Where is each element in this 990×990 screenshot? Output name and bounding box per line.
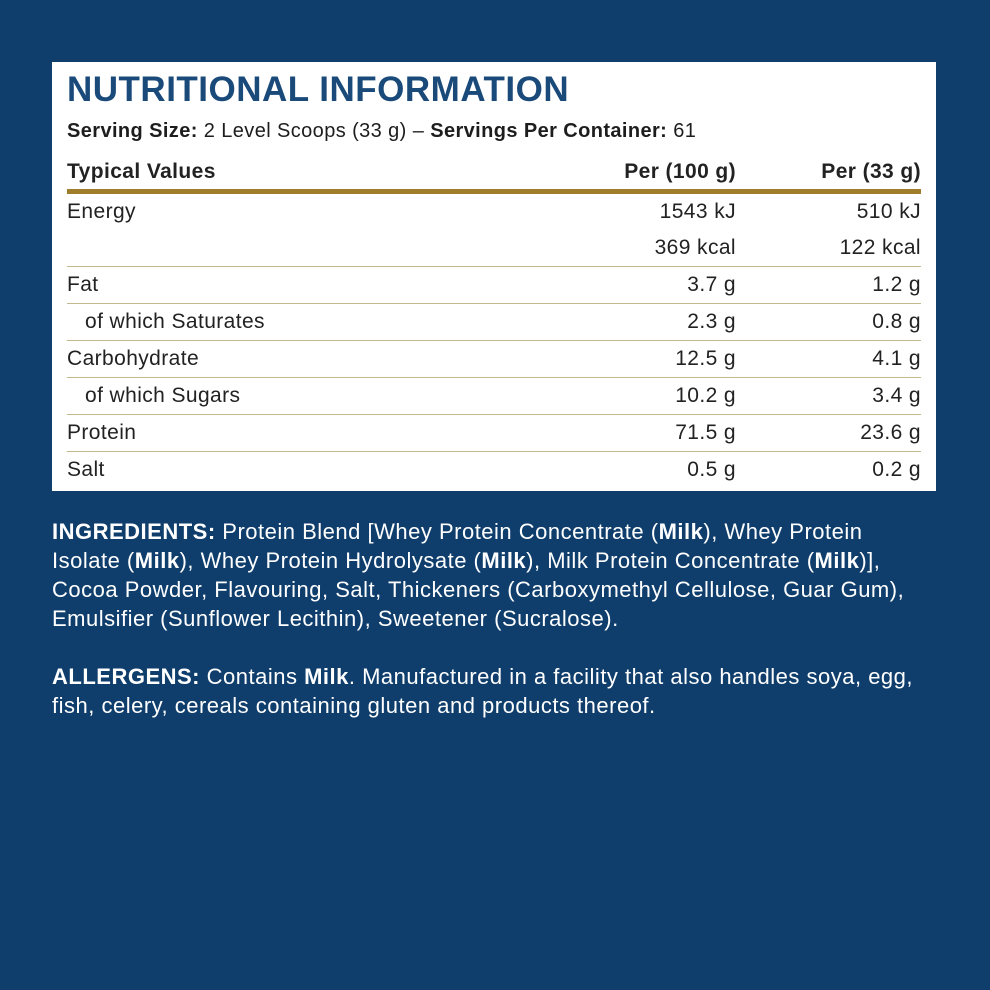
allergens: ALLERGENS: Contains Milk. Manufactured i… [52, 662, 937, 720]
value-cell: 0.8 g [736, 303, 921, 341]
value: 1.2 g [872, 273, 921, 296]
label-text: Fat [67, 273, 99, 296]
header-cell: Per (100 g) [566, 155, 736, 194]
value-cell: 12.5 g [566, 340, 736, 378]
row-label: Salt [67, 452, 566, 489]
table-row: Salt 0.5 g 0.2 g [67, 452, 921, 489]
servings: 61 [673, 120, 697, 142]
value-cell: 3.4 g [736, 377, 921, 415]
value-cell: 3.7 g [566, 266, 736, 304]
label-text: Energy [67, 200, 136, 223]
bold-text: Milk [304, 664, 349, 689]
ingredients: INGREDIENTS: Protein Blend [Whey Protein… [52, 517, 937, 633]
label-text: Protein [67, 421, 137, 444]
row-label: of which Sugars [67, 377, 566, 415]
table-row: Carbohydrate 12.5 g 4.1 g [67, 340, 921, 378]
value: 1543 kJ [659, 200, 736, 223]
bold-text: Milk [658, 519, 704, 544]
value: 0.2 g [872, 458, 921, 481]
value: 122 kcal [839, 236, 921, 259]
value-cell: 0.5 g [566, 452, 736, 489]
value-cell: 2.3 g [566, 303, 736, 341]
table-row: Energy 1543 kJ 369 kcal 510 kJ 122 kcal [67, 191, 921, 267]
bold-text: Milk [134, 548, 180, 573]
value: 369 kcal [654, 236, 736, 259]
text: ), Whey Protein Hydrolysate ( [179, 548, 482, 573]
value: 12.5 g [675, 347, 736, 370]
row-label: Fat [67, 266, 566, 304]
value-cell: 1543 kJ 369 kcal [566, 191, 736, 267]
text: Contains [200, 664, 305, 689]
value: 2.3 g [687, 310, 736, 333]
text: Protein Blend [Whey Protein Concentrate … [215, 519, 659, 544]
value: 0.5 g [687, 458, 736, 481]
value-cell: 0.2 g [736, 452, 921, 489]
value: 3.7 g [687, 273, 736, 296]
bold-text: Milk [814, 548, 860, 573]
serving-info: Serving Size: 2 Level Scoops (33 g) – Se… [67, 120, 696, 143]
nutrition-panel: NUTRITIONAL INFORMATION Serving Size: 2 … [52, 62, 936, 491]
table-row: Fat 3.7 g 1.2 g [67, 266, 921, 304]
serving-size: 2 Level Scoops (33 g) [203, 120, 407, 142]
bold-text: INGREDIENTS: [52, 519, 216, 544]
row-label: of which Saturates [67, 303, 566, 341]
label-text: Carbohydrate [67, 347, 200, 370]
table-row: of which Saturates 2.3 g 0.8 g [67, 303, 921, 341]
separator: – [412, 120, 425, 142]
value: 10.2 g [675, 384, 736, 407]
label-text: of which Saturates [85, 310, 265, 333]
value-cell: 4.1 g [736, 340, 921, 378]
label-text: Salt [67, 458, 105, 481]
value-cell: 510 kJ 122 kcal [736, 191, 921, 267]
text: ), Milk Protein Concentrate ( [526, 548, 815, 573]
label-text: of which Sugars [85, 384, 241, 407]
value: 23.6 g [860, 421, 921, 444]
row-label: Carbohydrate [67, 340, 566, 378]
table-row: of which Sugars 10.2 g 3.4 g [67, 377, 921, 415]
header-cell: Typical Values [67, 155, 566, 194]
value: 510 kJ [856, 200, 921, 223]
header-cell: Per (33 g) [736, 155, 921, 194]
servings-label: Servings Per Container: [430, 120, 668, 142]
table-row: Protein 71.5 g 23.6 g [67, 414, 921, 452]
value: 4.1 g [872, 347, 921, 370]
text: . Manufactured in a facility that also h… [52, 664, 914, 718]
value-cell: 23.6 g [736, 414, 921, 452]
value: 3.4 g [872, 384, 921, 407]
value-cell: 10.2 g [566, 377, 736, 415]
value-cell: 1.2 g [736, 266, 921, 304]
value: 0.8 g [872, 310, 921, 333]
bold-text: ALLERGENS: [52, 664, 200, 689]
bold-text: Milk [481, 548, 527, 573]
row-label: Energy [67, 191, 566, 267]
title: NUTRITIONAL INFORMATION [67, 70, 570, 109]
row-label: Protein [67, 414, 566, 452]
nutrition-table: Typical Values Per (100 g) Per (33 g) Energ… [67, 155, 921, 488]
text: )], Cocoa Powder, Flavouring, Salt, Thic… [52, 548, 905, 631]
text: ), Whey Protein Isolate ( [52, 519, 863, 573]
serving-size-label: Serving Size: [67, 120, 198, 142]
value: 71.5 g [675, 421, 736, 444]
value-cell: 71.5 g [566, 414, 736, 452]
header-row: Typical Values Per (100 g) Per (33 g) [67, 155, 921, 194]
